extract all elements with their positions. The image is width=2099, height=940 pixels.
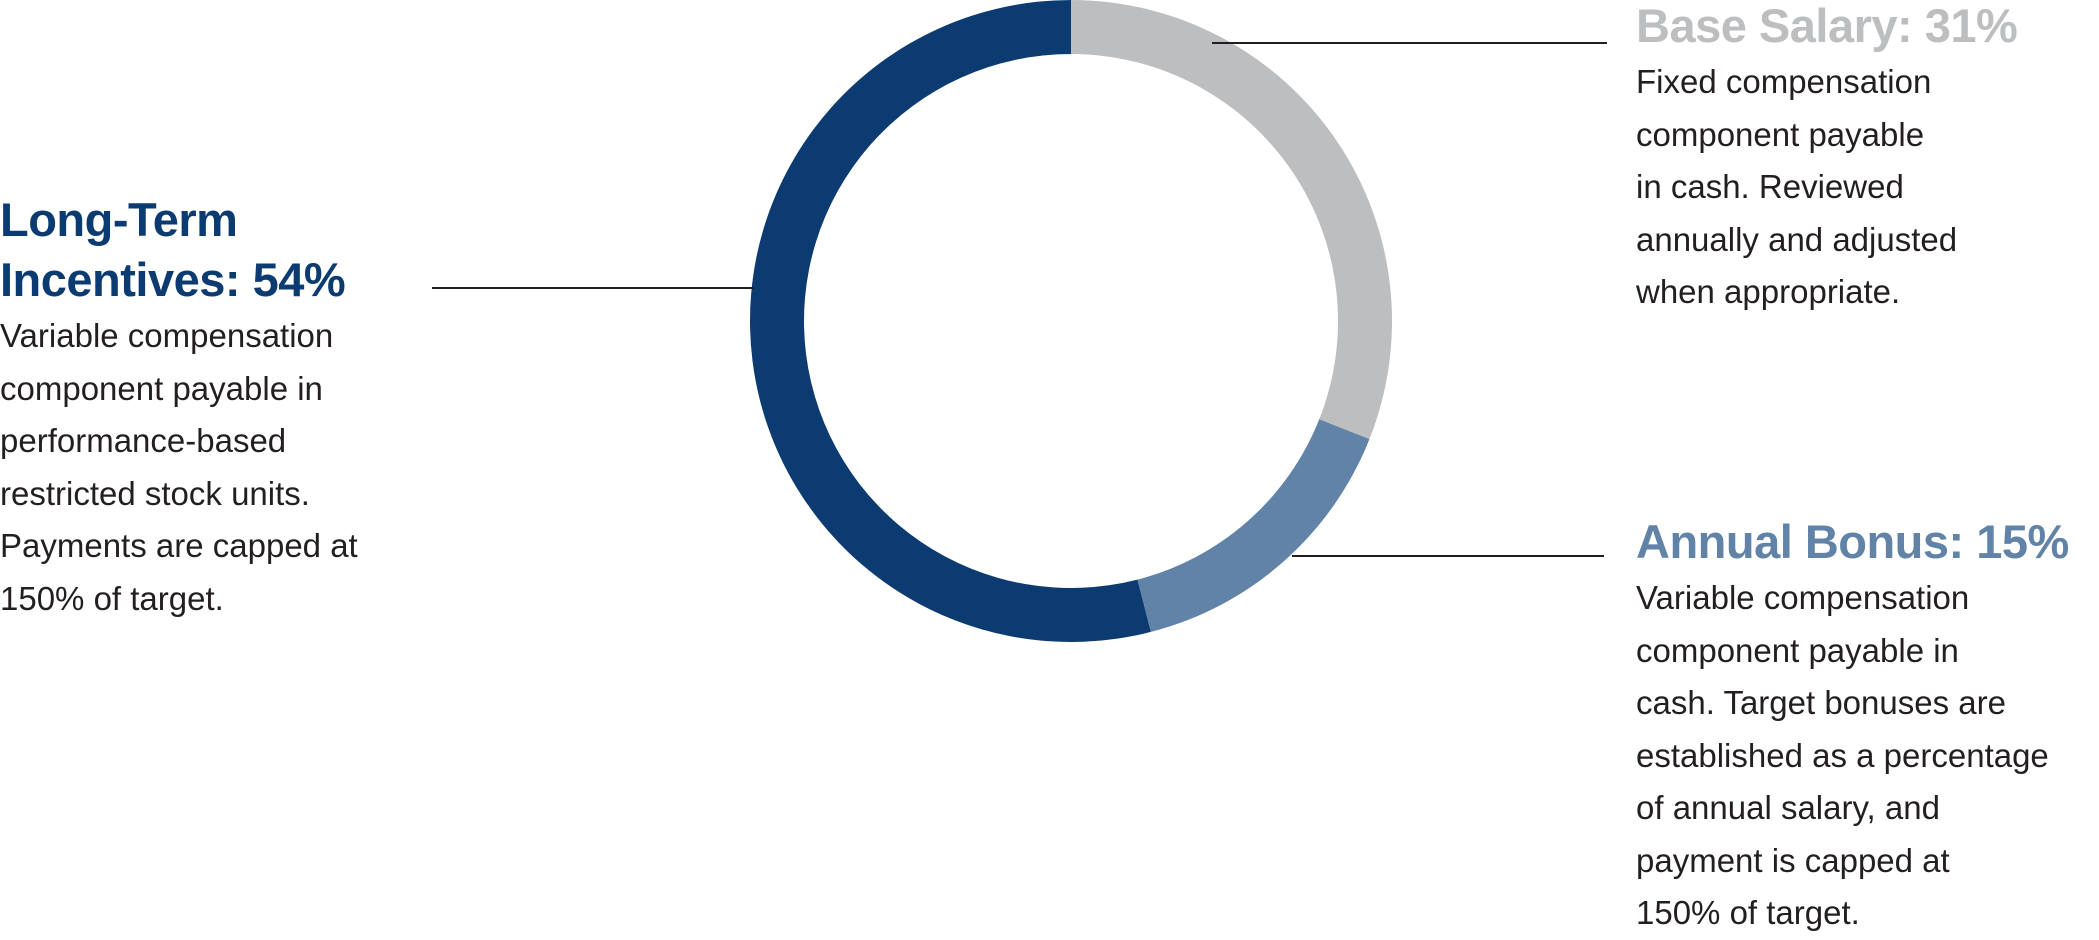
description-line: performance-based (0, 422, 287, 459)
description-line: 150% of target. (0, 579, 224, 617)
heading-line: Incentives: 54% (0, 253, 346, 306)
slice-description: Variable compensation component payable … (0, 310, 358, 625)
donut-slice-long-term-incentives (750, 0, 1151, 642)
slice-description: Fixed compensation component payable in … (1636, 56, 2017, 319)
description-line: in cash. Reviewed (1636, 168, 1904, 205)
description-line: cash. Target bonuses are (1636, 684, 2006, 721)
label-base-salary: Base Salary: 31% Fixed compensation comp… (1636, 0, 2018, 319)
description-line: when appropriate. (1636, 273, 1901, 310)
donut-chart (750, 0, 1392, 642)
leader-line-annual-bonus (1292, 555, 1604, 557)
donut-slice-base-salary (1071, 0, 1392, 440)
description-line: component payable in (1636, 631, 1959, 669)
slice-heading: Annual Bonus: 15% (1636, 515, 2069, 568)
leader-line-base-salary (1212, 42, 1607, 44)
description-line: component payable (1636, 115, 1925, 153)
slice-description: Variable compensation component payable … (1636, 572, 2069, 940)
description-line: restricted stock units. (0, 474, 310, 512)
description-line: Payments are capped at (0, 527, 358, 564)
label-long-term-incentives: Long-Term Incentives: 54% Variable compe… (0, 190, 358, 625)
donut-slice-annual-bonus (1137, 419, 1370, 632)
description-line: Variable compensation (1636, 579, 1970, 616)
description-line: Fixed compensation (1636, 63, 1932, 100)
description-line: Variable compensation (0, 317, 334, 354)
description-line: 150% of target. (1636, 894, 1860, 931)
description-line: of annual salary, and (1636, 789, 1940, 826)
label-annual-bonus: Annual Bonus: 15% Variable compensation … (1636, 512, 2069, 940)
heading-line: Long-Term (0, 193, 238, 246)
slice-heading: Base Salary: 31% (1636, 0, 2018, 52)
description-line: component payable in (0, 369, 323, 407)
description-line: payment is capped at (1636, 841, 1950, 879)
description-line: established as a percentage (1636, 736, 2049, 774)
leader-line-long-term-incentives (432, 287, 754, 289)
description-line: annually and adjusted (1636, 220, 1958, 258)
slice-heading: Long-Term Incentives: 54% (0, 190, 358, 310)
